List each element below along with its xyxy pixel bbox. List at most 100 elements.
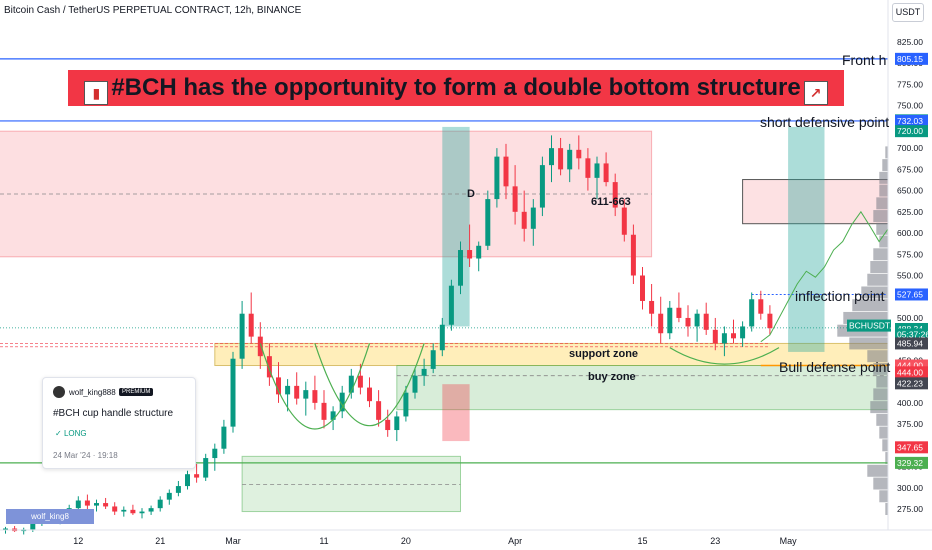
price-tick-label: 300.00 [897, 483, 923, 493]
price-level-label: BCHUSDT.P [849, 321, 898, 331]
candle-body [430, 350, 436, 369]
idea-author[interactable]: wolf_king888 [69, 388, 116, 397]
price-level-tag [895, 366, 928, 379]
price-tick-label: 500.00 [897, 313, 923, 323]
time-tick-label: Apr [508, 536, 522, 546]
price-level-label: 720.00 [897, 126, 923, 136]
candle-body [412, 375, 418, 393]
candle-body [439, 324, 445, 351]
time-tick-label: 11 [319, 536, 328, 546]
candle-body [157, 499, 163, 509]
candle-body [385, 419, 391, 431]
candle-body [731, 333, 736, 339]
candle-body [749, 299, 755, 327]
candle-body [112, 506, 118, 512]
candle-body [294, 385, 300, 399]
candle-body [221, 426, 227, 449]
price-tick-label: 575.00 [897, 249, 923, 259]
idea-date: 24 Mar '24 · 19:18 [53, 451, 118, 460]
buy-zone-box [396, 365, 898, 411]
candle-body [621, 207, 627, 235]
time-tick-label: 12 [73, 536, 83, 546]
price-tick-label: 550.00 [897, 271, 923, 281]
candle-body [348, 375, 354, 393]
candle-body [84, 500, 90, 506]
price-level-tag [895, 377, 928, 390]
candle-body [448, 285, 454, 325]
price-level-tag [895, 441, 928, 454]
check-icon: ✓ [55, 429, 64, 438]
candle-body [667, 307, 673, 334]
candle-body [758, 299, 764, 314]
cup-small [669, 347, 780, 365]
candle-body [3, 528, 8, 531]
candle-body [485, 199, 491, 246]
candle-body [303, 390, 309, 399]
price-tick-label: 775.00 [897, 79, 923, 89]
price-tick-label: 600.00 [897, 228, 923, 238]
buy-zone-label: buy zone [588, 371, 636, 383]
price-level-label: 05:37:26 [897, 330, 930, 340]
candle-body [166, 492, 172, 500]
price-level-label: 329.32 [897, 458, 923, 468]
price-level-label: 527.65 [897, 289, 923, 299]
volume-profile-bar [873, 248, 898, 261]
time-tick-label: 21 [155, 536, 165, 546]
candle-body [421, 368, 427, 376]
vertical-green-bar [442, 126, 470, 327]
candle-body [740, 326, 746, 339]
candle-body [558, 148, 564, 170]
front-h-label: Front h [842, 52, 887, 68]
candle-body [676, 307, 682, 318]
support-zone-label: support zone [569, 348, 639, 360]
chart-increasing-icon: ↗ [803, 81, 828, 105]
vertical-teal-bar [788, 126, 825, 352]
candle-body [94, 503, 99, 506]
price-tick-label: 700.00 [897, 143, 923, 153]
price-level-tag [895, 114, 928, 127]
candle-body [130, 509, 136, 514]
price-level-label: 422.23 [897, 378, 923, 388]
candle-body [640, 275, 645, 301]
time-tick-label: 15 [637, 536, 647, 546]
candle-body [330, 411, 336, 420]
bar-chart-icon: ▮ [84, 81, 109, 105]
candle-body [458, 250, 463, 286]
time-tick-label: 20 [401, 536, 411, 546]
chart-header-title: Bitcoin Cash / TetherUS PERPETUAL CONTRA… [4, 5, 302, 16]
candle-body [185, 474, 190, 487]
d-marker-label: D [467, 188, 475, 200]
candle-body [603, 163, 609, 183]
premium-badge: PREMIUM [119, 388, 154, 396]
vertical-red-bar [442, 384, 470, 442]
idea-direction: ✓ LONG [55, 429, 87, 438]
time-tick-label: Mar [225, 536, 241, 546]
candle-body [312, 390, 318, 403]
short-defensive-label: short defensive point [760, 114, 890, 130]
price-level-tag [847, 319, 891, 332]
price-level-label: 732.03 [897, 116, 923, 126]
candle-body [658, 313, 664, 334]
candle-body [285, 385, 291, 395]
idea-title[interactable]: #BCH cup handle structure [53, 408, 174, 419]
price-level-tag [895, 337, 928, 350]
price-level-tag [895, 456, 928, 469]
candle-body [257, 336, 263, 357]
price-level-tag [895, 125, 928, 138]
candle-body [503, 156, 509, 187]
price-level-label: 347.65 [897, 442, 923, 452]
price-level-label: 444.00 [897, 361, 923, 371]
candle-body [712, 329, 718, 344]
candle-body [721, 333, 727, 344]
price-tick-label: 675.00 [897, 164, 923, 174]
related-idea-card[interactable]: wolf_king888 PREMIUM #BCH cup handle str… [42, 377, 196, 469]
candle-body [394, 416, 400, 431]
time-tick-label: 23 [710, 536, 720, 546]
idea-banner: ▮ #BCH has the opportunity to form a doub… [68, 70, 844, 106]
volume-profile-bar [849, 337, 898, 350]
price-level-label: 485.94 [897, 338, 923, 348]
price-level-tag [895, 52, 928, 65]
currency-button[interactable]: USDT [892, 3, 924, 22]
volume-profile-bar [852, 299, 898, 312]
